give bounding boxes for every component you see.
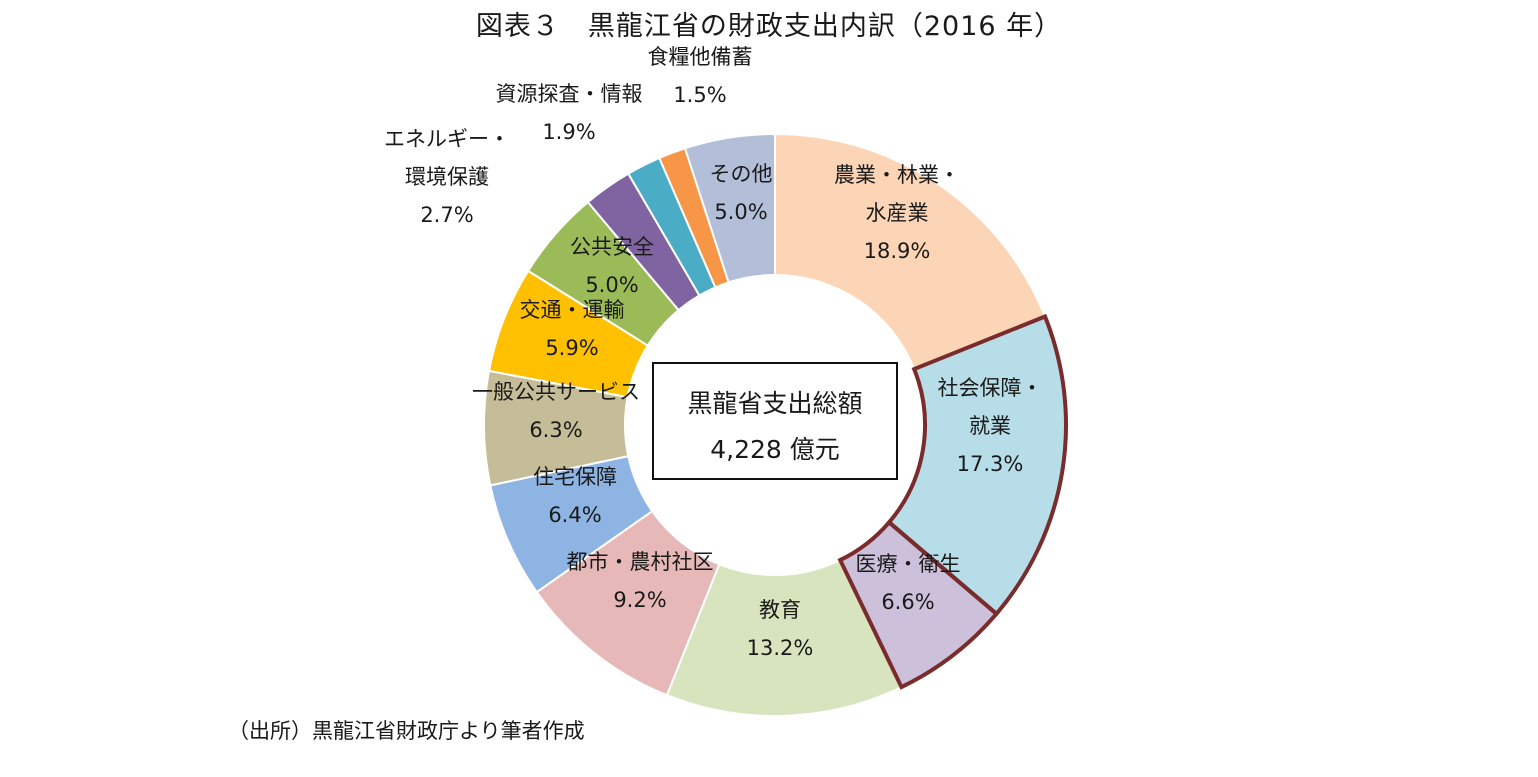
slice-name-0: 農業・林業・ [834, 163, 960, 187]
slice-name-5: 住宅保障 [533, 465, 617, 489]
slice-value-1: 17.3% [957, 452, 1024, 476]
slice-label-4: 都市・農村社区 9.2% [567, 550, 714, 612]
slice-label-10: 資源探査・情報 1.9% [496, 82, 643, 144]
slice-value-11: 1.5% [673, 83, 726, 107]
slice-value-7: 5.9% [545, 336, 598, 360]
slices-layer [483, 132, 1068, 717]
slice-label-7: 交通・運輸 5.9% [520, 298, 625, 360]
highlight-layer [837, 313, 1069, 690]
slice-value-12: 5.0% [714, 200, 767, 224]
slice-name-9: エネルギー・ [384, 127, 510, 151]
slice-name-3: 教育 [759, 598, 801, 622]
slice-highlight-1 [886, 313, 1069, 617]
slice-value-2: 6.6% [881, 590, 934, 614]
total-spending-value: 4,228 億元 [710, 435, 840, 464]
slice-name-7: 交通・運輸 [520, 298, 625, 322]
source-note: （出所）黒龍江省財政庁より筆者作成 [228, 719, 585, 743]
labels-layer: 農業・林業・水産業 18.9% 社会保障・就業 17.3% 医療・衛生 6.6% 教育 13.… [384, 45, 1043, 660]
slice-label-12: その他 5.0% [710, 162, 773, 224]
slice-12 [683, 132, 776, 284]
slice-label-1: 社会保障・就業 17.3% [938, 376, 1043, 476]
slice-name-1: 社会保障・ [938, 376, 1043, 400]
slice-name-11: 食糧他備蓄 [648, 45, 753, 69]
slice-value-4: 9.2% [613, 588, 666, 612]
slice-value-0: 18.9% [864, 239, 931, 263]
slice-label-11: 食糧他備蓄 1.5% [648, 45, 753, 107]
slice-name-8: 公共安全 [570, 235, 654, 259]
total-spending-label: 黒龍省支出総額 [687, 389, 863, 418]
slice-label-6: 一般公共サービス 6.3% [472, 380, 640, 442]
total-spending-box: 黒龍省支出総額 4,228 億元 [652, 362, 898, 480]
slice-value-10: 1.9% [542, 120, 595, 144]
slice-value-9: 2.7% [420, 203, 473, 227]
slice-value-3: 13.2% [747, 636, 814, 660]
slice-name-12: その他 [710, 162, 773, 186]
slice-name-10: 資源探査・情報 [496, 82, 643, 106]
slice-name-9: 環境保護 [405, 165, 489, 189]
chart-title: 図表３ 黒龍江省の財政支出内訳（2016 年） [475, 11, 1063, 42]
slice-label-0: 農業・林業・水産業 18.9% [834, 163, 960, 263]
slice-label-5: 住宅保障 6.4% [533, 465, 617, 527]
slice-value-8: 5.0% [585, 273, 638, 297]
slice-name-4: 都市・農村社区 [567, 550, 714, 574]
slice-name-6: 一般公共サービス [472, 380, 640, 404]
slice-name-0: 水産業 [866, 201, 929, 225]
slice-highlight-2 [837, 519, 1000, 690]
slice-0 [774, 132, 1047, 371]
slice-label-3: 教育 13.2% [747, 598, 814, 660]
slice-label-8: 公共安全 5.0% [570, 235, 654, 297]
slice-label-2: 医療・衛生 6.6% [856, 552, 961, 614]
slice-name-1: 就業 [969, 414, 1011, 438]
slice-value-5: 6.4% [548, 503, 601, 527]
slice-name-2: 医療・衛生 [856, 552, 961, 576]
slice-value-6: 6.3% [529, 418, 582, 442]
slice-label-9: エネルギー・環境保護 2.7% [384, 127, 510, 227]
